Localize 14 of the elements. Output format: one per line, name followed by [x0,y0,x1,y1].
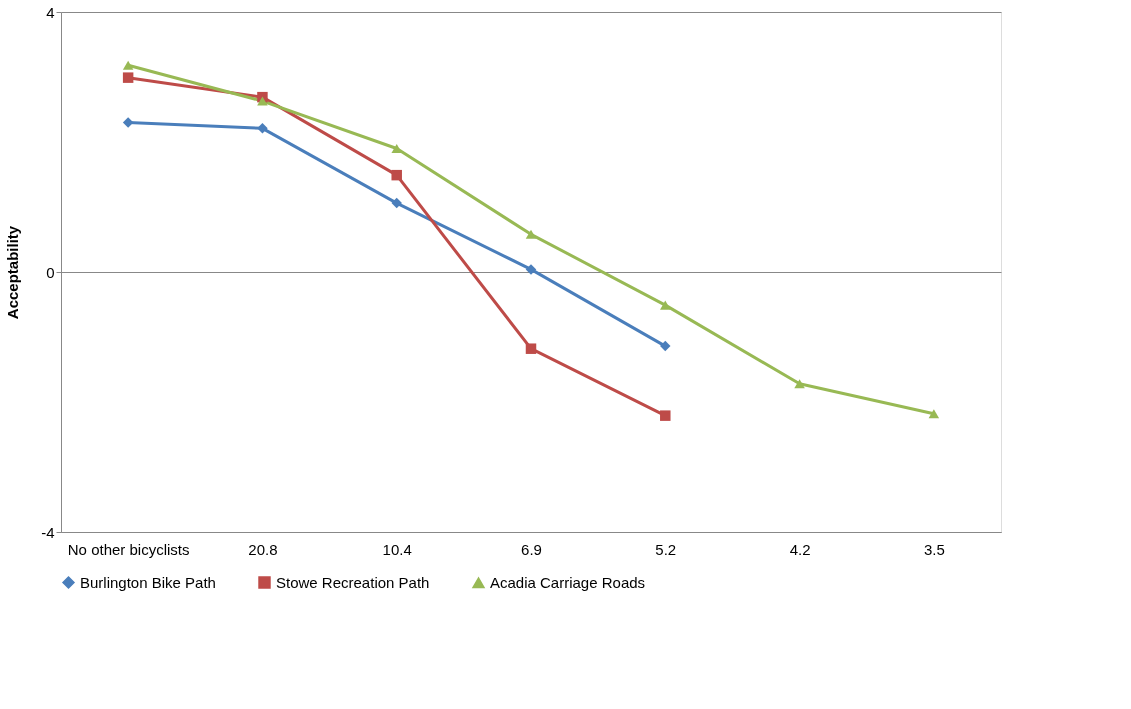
x-tick-label: 6.9 [521,540,542,558]
y-tick-label: -4 [41,523,55,541]
legend-label: Stowe Recreation Path [276,573,430,591]
x-tick-label: 4.2 [789,540,811,558]
legend-label: Acadia Carriage Roads [490,573,646,591]
legend-label: Burlington Bike Path [80,573,216,591]
x-tick-label: 5.2 [655,540,677,558]
x-tick-label: 20.8 [248,540,278,558]
x-tick-label: 10.4 [382,540,412,558]
y-axis-title: Acceptability [4,225,22,320]
y-tick-label: 0 [46,263,55,281]
x-tick-label: No other bicyclists [67,540,190,558]
y-tick-label: 4 [46,3,55,21]
x-tick-label: 3.5 [923,540,945,558]
